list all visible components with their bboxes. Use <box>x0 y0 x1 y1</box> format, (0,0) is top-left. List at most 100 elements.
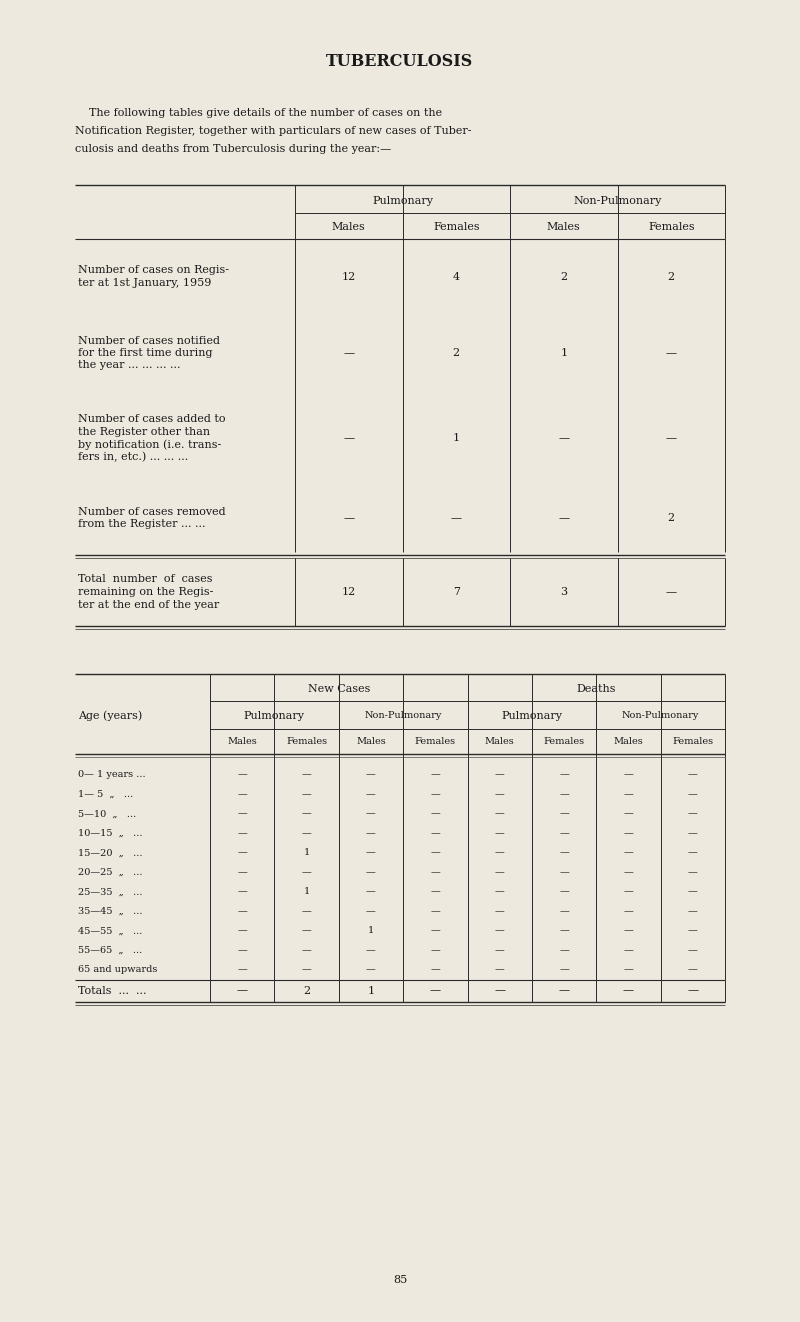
Text: —: — <box>495 907 505 916</box>
Text: —: — <box>366 789 376 798</box>
Text: —: — <box>495 927 505 935</box>
Text: —: — <box>623 829 634 838</box>
Text: TUBERCULOSIS: TUBERCULOSIS <box>326 53 474 70</box>
Text: —: — <box>688 907 698 916</box>
Text: —: — <box>558 434 570 443</box>
Text: —: — <box>688 771 698 779</box>
Text: —: — <box>366 809 376 818</box>
Text: Females: Females <box>543 738 585 747</box>
Text: —: — <box>366 945 376 954</box>
Text: —: — <box>238 809 247 818</box>
Text: —: — <box>302 907 311 916</box>
Text: —: — <box>688 789 698 798</box>
Text: —: — <box>623 985 634 995</box>
Text: Pulmonary: Pulmonary <box>502 711 562 720</box>
Text: —: — <box>495 829 505 838</box>
Text: Males: Males <box>547 222 581 231</box>
Text: —: — <box>687 985 698 995</box>
Text: —: — <box>238 789 247 798</box>
Text: —: — <box>688 887 698 896</box>
Text: Notification Register, together with particulars of new cases of Tuber-: Notification Register, together with par… <box>75 126 471 136</box>
Text: 12: 12 <box>342 271 356 282</box>
Text: —: — <box>623 927 634 935</box>
Text: 2: 2 <box>668 271 675 282</box>
Text: —: — <box>623 809 634 818</box>
Text: remaining on the Regis-: remaining on the Regis- <box>78 587 214 598</box>
Text: 2: 2 <box>560 271 567 282</box>
Text: ter at the end of the year: ter at the end of the year <box>78 599 219 609</box>
Text: —: — <box>343 513 354 524</box>
Text: 1: 1 <box>453 434 460 443</box>
Text: The following tables give details of the number of cases on the: The following tables give details of the… <box>75 108 442 118</box>
Text: —: — <box>430 945 440 954</box>
Text: —: — <box>430 927 440 935</box>
Text: —: — <box>238 849 247 857</box>
Text: —: — <box>450 513 462 524</box>
Text: —: — <box>559 771 569 779</box>
Text: —: — <box>559 809 569 818</box>
Text: 45—55  „   ...: 45—55 „ ... <box>78 927 142 935</box>
Text: 2: 2 <box>668 513 675 524</box>
Text: —: — <box>623 945 634 954</box>
Text: Number of cases added to: Number of cases added to <box>78 414 226 424</box>
Text: Females: Females <box>672 738 714 747</box>
Text: —: — <box>688 809 698 818</box>
Text: 25—35  „   ...: 25—35 „ ... <box>78 887 142 896</box>
Text: —: — <box>430 907 440 916</box>
Text: 7: 7 <box>453 587 460 598</box>
Text: ter at 1st January, 1959: ter at 1st January, 1959 <box>78 278 211 288</box>
Text: —: — <box>559 887 569 896</box>
Text: Pulmonary: Pulmonary <box>244 711 305 720</box>
Text: —: — <box>558 513 570 524</box>
Text: —: — <box>238 945 247 954</box>
Text: Females: Females <box>414 738 456 747</box>
Text: —: — <box>430 965 440 974</box>
Text: —: — <box>366 867 376 876</box>
Text: 1— 5  „   ...: 1— 5 „ ... <box>78 789 134 798</box>
Text: —: — <box>366 965 376 974</box>
Text: —: — <box>559 849 569 857</box>
Text: —: — <box>688 867 698 876</box>
Text: —: — <box>688 849 698 857</box>
Text: Females: Females <box>648 222 694 231</box>
Text: —: — <box>688 829 698 838</box>
Text: —: — <box>623 965 634 974</box>
Text: —: — <box>688 945 698 954</box>
Text: 4: 4 <box>453 271 460 282</box>
Text: —: — <box>302 771 311 779</box>
Text: 1: 1 <box>368 927 374 935</box>
Text: Males: Males <box>614 738 643 747</box>
Text: —: — <box>237 985 248 995</box>
Text: the Register other than: the Register other than <box>78 427 210 436</box>
Text: 10—15  „   ...: 10—15 „ ... <box>78 829 142 838</box>
Text: 1: 1 <box>560 348 567 358</box>
Text: 2: 2 <box>303 985 310 995</box>
Text: —: — <box>430 849 440 857</box>
Text: —: — <box>238 965 247 974</box>
Text: 15—20  „   ...: 15—20 „ ... <box>78 849 142 857</box>
Text: —: — <box>495 887 505 896</box>
Text: Non-Pulmonary: Non-Pulmonary <box>622 711 699 720</box>
Text: —: — <box>302 829 311 838</box>
Text: 1: 1 <box>303 849 310 857</box>
Text: —: — <box>623 771 634 779</box>
Text: —: — <box>623 867 634 876</box>
Text: —: — <box>559 965 569 974</box>
Text: 20—25  „   ...: 20—25 „ ... <box>78 867 142 876</box>
Text: —: — <box>366 829 376 838</box>
Text: —: — <box>623 887 634 896</box>
Text: 1: 1 <box>367 985 374 995</box>
Text: —: — <box>495 789 505 798</box>
Text: —: — <box>623 789 634 798</box>
Text: —: — <box>623 849 634 857</box>
Text: from the Register ... ...: from the Register ... ... <box>78 520 206 529</box>
Text: —: — <box>238 907 247 916</box>
Text: —: — <box>559 867 569 876</box>
Text: —: — <box>495 965 505 974</box>
Text: Number of cases notified: Number of cases notified <box>78 336 220 345</box>
Text: —: — <box>430 771 440 779</box>
Text: —: — <box>302 867 311 876</box>
Text: for the first time during: for the first time during <box>78 348 213 358</box>
Text: —: — <box>238 887 247 896</box>
Text: 35—45  „   ...: 35—45 „ ... <box>78 907 142 916</box>
